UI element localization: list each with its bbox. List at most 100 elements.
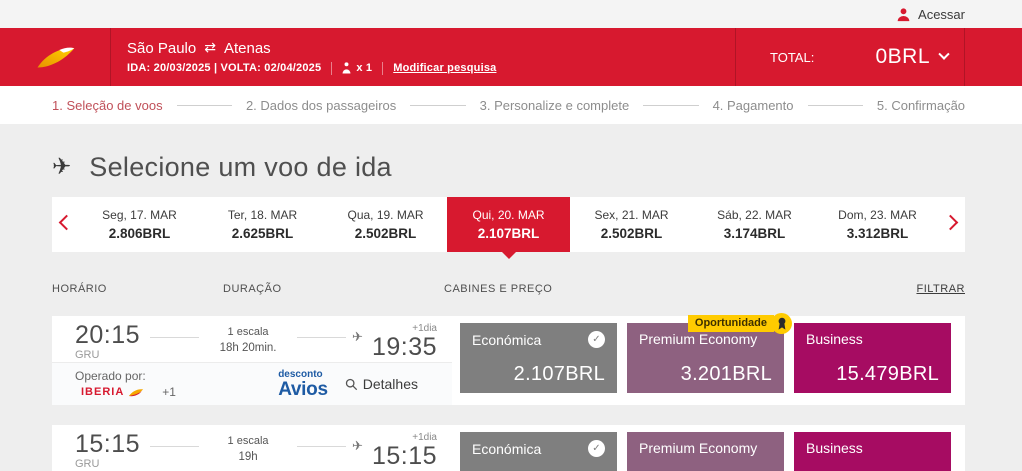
fare-card-business[interactable]: Business 15.479BRL xyxy=(794,323,951,393)
day-option[interactable]: Qua, 19. MAR 2.502BRL xyxy=(324,197,447,252)
total-value: 0BRL xyxy=(875,45,930,68)
flight-row: 20:15 GRU 1 escala 18h 20min. ✈ +1dia 19… xyxy=(52,313,965,405)
flight-schedule-panel: 20:15 GRU 1 escala 18h 20min. ✈ +1dia 19… xyxy=(52,316,452,405)
segment-line xyxy=(297,446,347,447)
flight-schedule: 20:15 GRU 1 escala 18h 20min. ✈ +1dia 19… xyxy=(52,316,452,374)
login-button[interactable]: Acessar xyxy=(896,7,965,22)
step-connector xyxy=(176,104,232,106)
header-divider xyxy=(110,28,111,86)
step-connector xyxy=(410,104,466,106)
fare-name: Económica xyxy=(472,440,542,457)
day-option[interactable]: Sex, 21. MAR 2.502BRL xyxy=(570,197,693,252)
flight-schedule: 15:15 GRU 1 escala 19h ✈ +1dia 15:15 ATH xyxy=(52,425,452,471)
day-option[interactable]: Seg, 17. MAR 2.806BRL xyxy=(78,197,201,252)
fare-card-business[interactable]: Business xyxy=(794,432,951,471)
duration-label: 18h 20min. xyxy=(219,342,277,354)
day-price: 3.174BRL xyxy=(723,226,786,241)
page-title-row: ✈ Selecione um voo de ida xyxy=(52,150,965,184)
operator-bar: Operado por: IBERIA +1 desconto xyxy=(52,362,452,405)
results-column-headers: HORÁRIO DURAÇÃO CABINES E PREÇO FILTRAR xyxy=(52,283,965,295)
day-price: 2.502BRL xyxy=(354,226,417,241)
step-passenger-data[interactable]: 2. Dados dos passageiros xyxy=(245,97,397,113)
fare-name: Premium Economy xyxy=(639,440,758,456)
day-date: Sex, 21. MAR xyxy=(594,208,669,222)
passenger-count-label: x 1 xyxy=(356,62,373,74)
plane-icon: ✈ xyxy=(52,154,72,180)
avios-desconto-label: desconto xyxy=(278,368,323,380)
trip-divider xyxy=(331,61,333,75)
fare-price: 15.479BRL xyxy=(836,363,939,385)
opportunity-label: Oportunidade xyxy=(687,315,774,332)
header-divider xyxy=(735,28,736,86)
date-carousel: Seg, 17. MAR 2.806BRL Ter, 18. MAR 2.625… xyxy=(52,197,965,259)
plane-icon: ✈ xyxy=(352,330,363,345)
route-from: São Paulo xyxy=(127,39,197,57)
day-date: Qui, 20. MAR xyxy=(472,208,545,222)
column-duracao: DURAÇÃO xyxy=(223,283,282,295)
stops-block: 1 escala 18h 20min. xyxy=(209,323,287,354)
details-link[interactable]: Detalhes xyxy=(345,376,418,392)
seal-check-icon: ✓ xyxy=(588,331,605,348)
trip-dates: IDA: 20/03/2025 | VOLTA: 02/04/2025 xyxy=(127,62,322,74)
flight-schedule-panel: 15:15 GRU 1 escala 19h ✈ +1dia 15:15 ATH xyxy=(52,425,452,471)
step-connector xyxy=(807,104,863,106)
chevron-right-icon[interactable] xyxy=(942,214,959,231)
arrival-block: +1dia 15:15 ATH xyxy=(372,432,437,471)
day-option[interactable]: Ter, 18. MAR 2.625BRL xyxy=(201,197,324,252)
modify-search-link[interactable]: Modificar pesquisa xyxy=(393,62,497,74)
chevron-down-icon xyxy=(938,48,950,60)
flight-row: 15:15 GRU 1 escala 19h ✈ +1dia 15:15 ATH xyxy=(52,425,965,471)
step-confirmation[interactable]: 5. Confirmação xyxy=(876,97,966,113)
arrival-time: 19:35 xyxy=(371,333,437,361)
departure-block: 15:15 GRU xyxy=(75,430,141,471)
day-date: Ter, 18. MAR xyxy=(227,208,298,222)
iberia-swoosh-icon xyxy=(129,388,144,396)
step-flight-selection[interactable]: 1. Seleção de voos xyxy=(52,97,163,113)
departure-airport: GRU xyxy=(75,458,100,470)
main-content: ✈ Selecione um voo de ida Seg, 17. MAR 2… xyxy=(0,150,1022,471)
iberia-logo xyxy=(0,28,110,86)
fare-name: Business xyxy=(806,440,863,456)
fare-name: Premium Economy xyxy=(639,331,758,347)
avios-discount-logo: desconto Avios xyxy=(278,368,328,399)
column-horario: HORÁRIO xyxy=(52,283,107,295)
departure-time: 20:15 xyxy=(75,321,141,349)
trip-details: IDA: 20/03/2025 | VOLTA: 02/04/2025 x 1 … xyxy=(127,61,497,75)
total-dropdown[interactable]: TOTAL: 0BRL xyxy=(736,28,964,86)
step-payment[interactable]: 4. Pagamento xyxy=(712,97,794,113)
medal-icon xyxy=(771,313,792,334)
passenger-icon xyxy=(342,62,351,74)
fare-card-premium-economy[interactable]: Oportunidade Premium Economy 3.201BRL xyxy=(627,313,792,393)
day-option[interactable]: Sáb, 22. MAR 3.174BRL xyxy=(693,197,816,252)
user-icon xyxy=(897,7,910,21)
step-connector xyxy=(643,104,699,106)
details-label: Detalhes xyxy=(362,376,418,392)
swap-arrows-icon: ⇄ xyxy=(204,40,216,56)
day-price: 2.107BRL xyxy=(477,226,540,241)
day-date: Qua, 19. MAR xyxy=(347,208,424,222)
stops-block: 1 escala 19h xyxy=(209,432,287,463)
departure-block: 20:15 GRU xyxy=(75,321,141,362)
day-option[interactable]: Dom, 23. MAR 3.312BRL xyxy=(816,197,939,252)
departure-time: 15:15 xyxy=(75,430,141,458)
iberia-swoosh-icon xyxy=(37,47,75,68)
step-personalize[interactable]: 3. Personalize e complete xyxy=(479,97,630,113)
seal-check-icon: ✓ xyxy=(588,440,605,457)
column-cabines: CABINES E PREÇO xyxy=(444,283,553,295)
page-title: Selecione um voo de ida xyxy=(89,151,392,182)
segment-line xyxy=(150,446,200,447)
day-date: Seg, 17. MAR xyxy=(102,208,177,222)
fare-name: Business xyxy=(806,331,863,347)
fare-card-economy[interactable]: Económica ✓ xyxy=(460,432,617,471)
day-price: 2.625BRL xyxy=(231,226,294,241)
route-summary: São Paulo ⇄ Atenas IDA: 20/03/2025 | VOL… xyxy=(111,28,496,86)
fare-card-premium-economy[interactable]: Premium Economy xyxy=(627,432,784,471)
day-date: Dom, 23. MAR xyxy=(838,208,917,222)
fare-card-economy[interactable]: Económica ✓ 2.107BRL xyxy=(460,323,617,393)
header-divider xyxy=(964,28,965,86)
top-bar: Acessar xyxy=(0,0,1022,28)
chevron-left-icon[interactable] xyxy=(58,214,75,231)
filter-link[interactable]: FILTRAR xyxy=(916,283,965,295)
day-option-selected[interactable]: Qui, 20. MAR 2.107BRL xyxy=(447,197,570,259)
arrival-time: 15:15 xyxy=(371,442,437,470)
